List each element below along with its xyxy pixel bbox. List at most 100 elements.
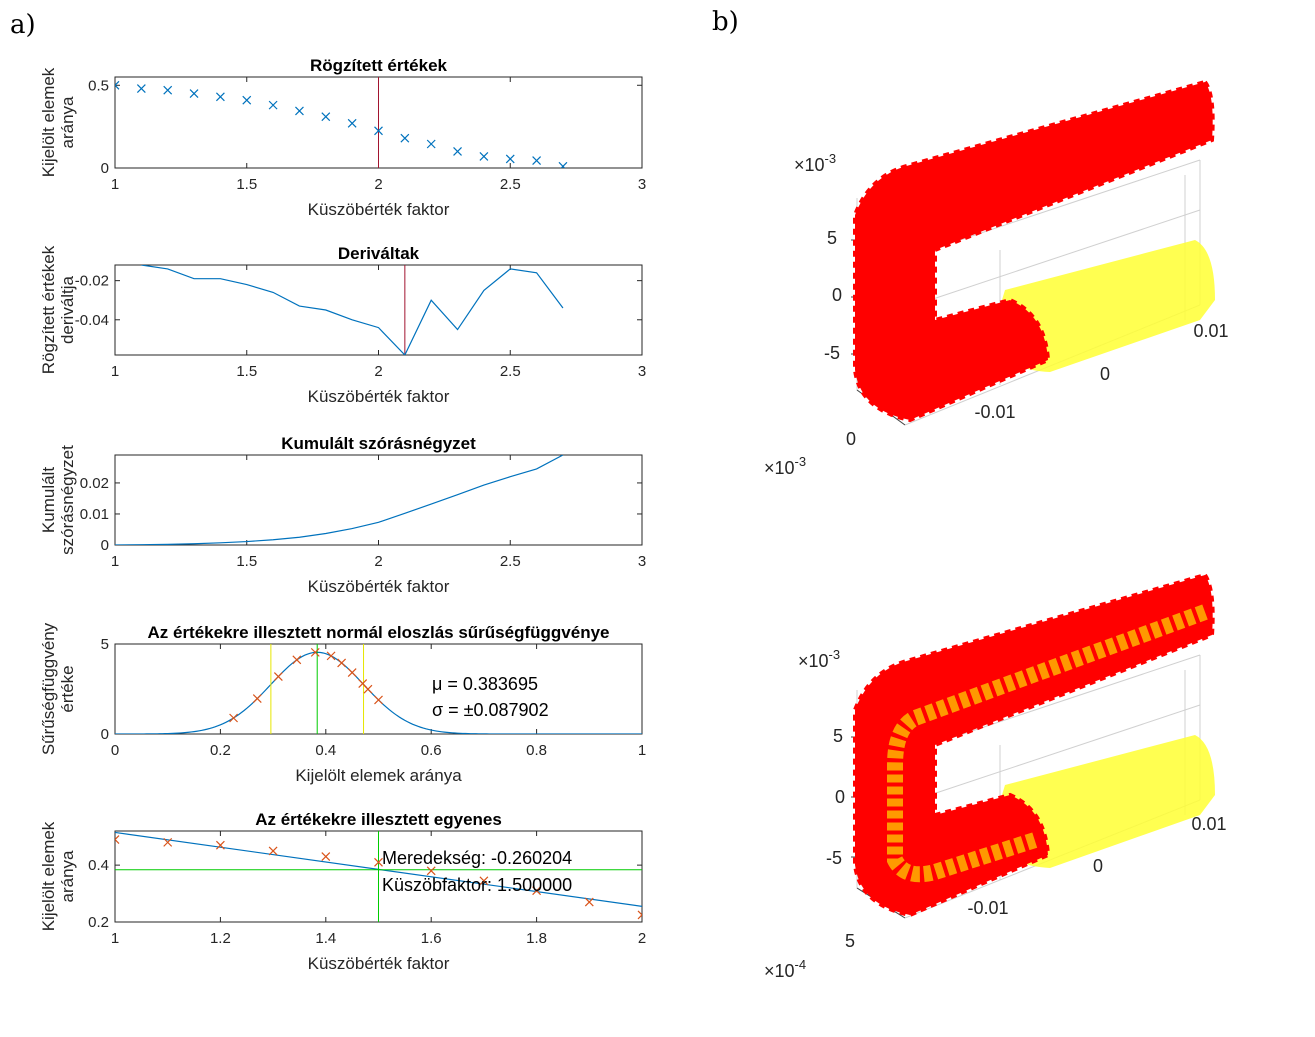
data-point <box>229 713 238 723</box>
data-point <box>532 156 542 165</box>
mu-annotation: μ = 0.383695 <box>432 674 538 694</box>
x-axis-label: Küszöbérték faktor <box>308 954 450 973</box>
x-tick-label: 3 <box>638 176 646 193</box>
chart-stack: 1 1.5 2 2.5 3 0 0.5 Rögzített értékek Küszöbérté… <box>39 56 646 973</box>
x-axis-label: Küszöbérték faktor <box>308 387 450 406</box>
plot-content <box>115 77 568 168</box>
view3d-2-xtick: -0.01 <box>967 898 1008 918</box>
data-point <box>252 694 262 704</box>
y-tick-label: -0.04 <box>75 312 109 329</box>
view3d-1-xtick: 0 <box>1100 364 1110 384</box>
data-point <box>295 106 304 116</box>
data-point <box>215 92 225 102</box>
data-point <box>163 837 173 847</box>
x-tick-label: 1.2 <box>210 930 231 947</box>
data-point <box>163 85 173 95</box>
view3d-2-exp-bottom: ×10-4 <box>764 957 806 981</box>
x-tick-label: 1 <box>638 742 646 759</box>
x-tick-label: 1.5 <box>236 363 257 380</box>
y-tick-label: -0.02 <box>75 273 109 290</box>
view3d-1-ztick: 0 <box>832 285 842 305</box>
x-tick-label: 3 <box>638 363 646 380</box>
x-tick-label: 2 <box>374 176 382 193</box>
data-point <box>215 840 225 850</box>
sigma-annotation: σ = ±0.087902 <box>432 700 549 720</box>
threshold-annotation: Küszöbfaktor: 1.500000 <box>382 875 572 895</box>
y-tick-label: 0 <box>101 726 109 743</box>
data-point <box>321 852 331 862</box>
chart-2: 1 1.5 2 2.5 3 -0.04 -0.02 Deriváltak Küszöbérték… <box>39 244 646 406</box>
chart-title: Kumulált szórásnégyzet <box>281 434 476 453</box>
chart-4: 0 0.2 0.4 0.6 0.8 1 0 5 Az értékekre illesztett … <box>39 622 646 785</box>
view3d-1-xtick: 0.01 <box>1193 321 1228 341</box>
view3d-1-exp-top: ×10-3 <box>794 151 836 175</box>
x-tick-label: 1 <box>111 363 119 380</box>
data-point <box>637 910 642 920</box>
y-axis-label: Kijelölt elemek <box>39 821 58 931</box>
view3d-2-xtick: 0 <box>1093 856 1103 876</box>
view3d-2-ztick: -5 <box>826 848 842 868</box>
plot-area <box>114 264 643 356</box>
data-point <box>326 651 336 661</box>
x-tick-label: 1 <box>111 930 119 947</box>
plot-content <box>115 455 564 545</box>
view3d-1-xtick: -0.01 <box>974 402 1015 422</box>
x-tick-label: 2.5 <box>500 363 521 380</box>
chart-title: Deriváltak <box>338 244 420 263</box>
data-point <box>115 835 120 844</box>
slope-annotation: Meredekség: -0.260204 <box>382 848 572 868</box>
data-point <box>558 161 568 168</box>
data-point <box>321 112 331 122</box>
series-line <box>115 455 564 545</box>
x-tick-label: 0.4 <box>315 742 336 759</box>
view3d-1-outer-band <box>853 79 1215 423</box>
data-point <box>363 684 373 694</box>
x-tick-label: 1.4 <box>315 930 336 947</box>
y-tick-label: 0.2 <box>88 914 109 931</box>
view3d-1: ×10-3 5 0 -5 0.01 0 -0.01 0 ×10-3 <box>764 79 1229 478</box>
chart-title: Az értékekre illesztett normál eloszlás … <box>147 623 609 642</box>
y-axis-label: értéke <box>58 665 77 712</box>
y-tick-label: 0.4 <box>88 857 109 874</box>
view3d-2-exp-top: ×10-3 <box>798 647 840 671</box>
view3d-2-middle-band <box>887 604 1208 883</box>
x-tick-label: 1.5 <box>236 553 257 570</box>
y-tick-label: 0.01 <box>80 506 109 523</box>
data-point <box>347 668 357 677</box>
view3d-2-xtick: 0.01 <box>1191 814 1226 834</box>
view3d-2-base-tick: 5 <box>845 931 855 951</box>
chart-1: 1 1.5 2 2.5 3 0 0.5 Rögzített értékek Küszöbérté… <box>39 56 646 219</box>
data-point <box>584 897 594 907</box>
data-point <box>505 154 515 164</box>
view3d-1-exp-bottom: ×10-3 <box>764 454 806 478</box>
x-tick-label: 0 <box>111 742 119 759</box>
view3d-2-outer-band <box>853 572 1215 918</box>
x-tick-label: 1.8 <box>526 930 547 947</box>
view3d-1-inner-cloud <box>990 240 1215 372</box>
x-tick-label: 3 <box>638 553 646 570</box>
x-tick-label: 1.6 <box>421 930 442 947</box>
panel-label-b: b) <box>712 7 739 37</box>
plot-content <box>115 644 642 734</box>
data-point <box>426 139 436 149</box>
x-tick-label: 0.6 <box>421 742 442 759</box>
data-point <box>400 133 410 143</box>
data-point <box>268 100 278 110</box>
y-tick-label: 5 <box>101 636 109 653</box>
y-axis-label: Kumulált <box>39 467 58 533</box>
x-axis-label: Küszöbérték faktor <box>308 200 450 219</box>
x-tick-label: 1.5 <box>236 176 257 193</box>
data-point <box>532 886 542 896</box>
data-point <box>479 876 489 886</box>
chart-title: Az értékekre illesztett egyenes <box>255 810 502 829</box>
y-axis-label: deriváltja <box>58 275 77 344</box>
x-axis-label: Küszöbérték faktor <box>308 577 450 596</box>
x-tick-label: 2 <box>374 553 382 570</box>
data-point <box>310 647 320 657</box>
y-tick-label: 0 <box>101 160 109 177</box>
y-axis-label: Kijelölt elemek <box>39 67 58 177</box>
chart-3: 1 1.5 2 2.5 3 0 0.01 0.02 Kumulált szórásnégyzet… <box>39 434 646 596</box>
x-tick-label: 0.2 <box>210 742 231 759</box>
data-point <box>426 866 436 876</box>
